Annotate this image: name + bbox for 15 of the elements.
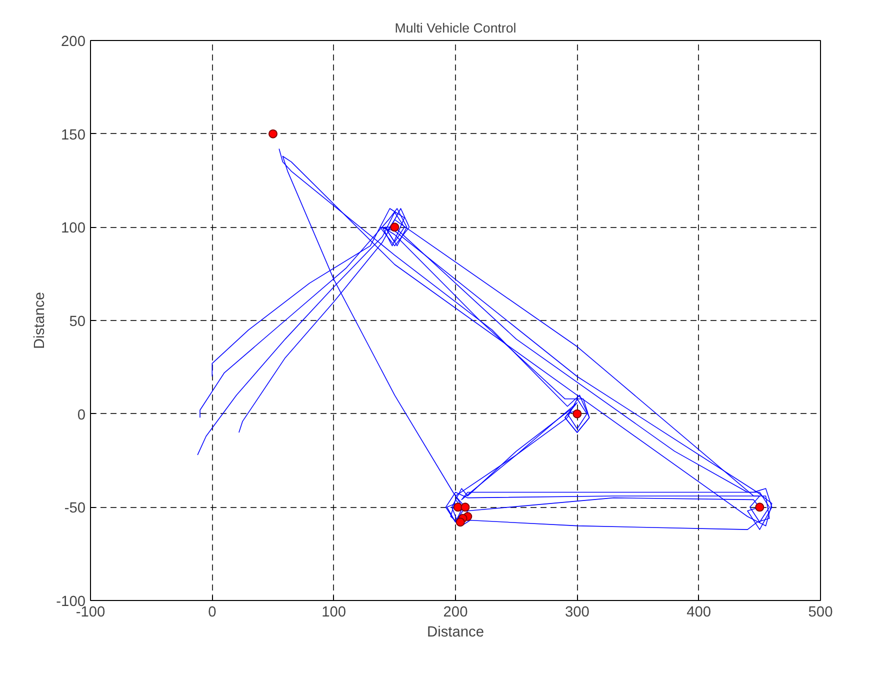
x-tick-label: 0 — [208, 604, 216, 620]
y-tick-label: 100 — [61, 220, 86, 237]
chart-title: Multi Vehicle Control — [394, 20, 516, 36]
y-tick-label: 0 — [77, 407, 86, 424]
x-tick-label: 100 — [322, 604, 346, 620]
y-tick-label: 200 — [61, 34, 86, 50]
x-tick-label: 200 — [443, 604, 468, 620]
x-axis-title: Distance — [426, 624, 484, 640]
x-tick-label: 400 — [686, 604, 712, 620]
x-tick-label: 500 — [808, 604, 833, 620]
y-axis-title: Distance — [32, 292, 48, 350]
y-tick-label: 150 — [61, 127, 86, 144]
x-tick-label: 300 — [564, 604, 590, 620]
y-tick-label: 50 — [69, 314, 86, 330]
y-tick-label: -50 — [64, 500, 86, 517]
